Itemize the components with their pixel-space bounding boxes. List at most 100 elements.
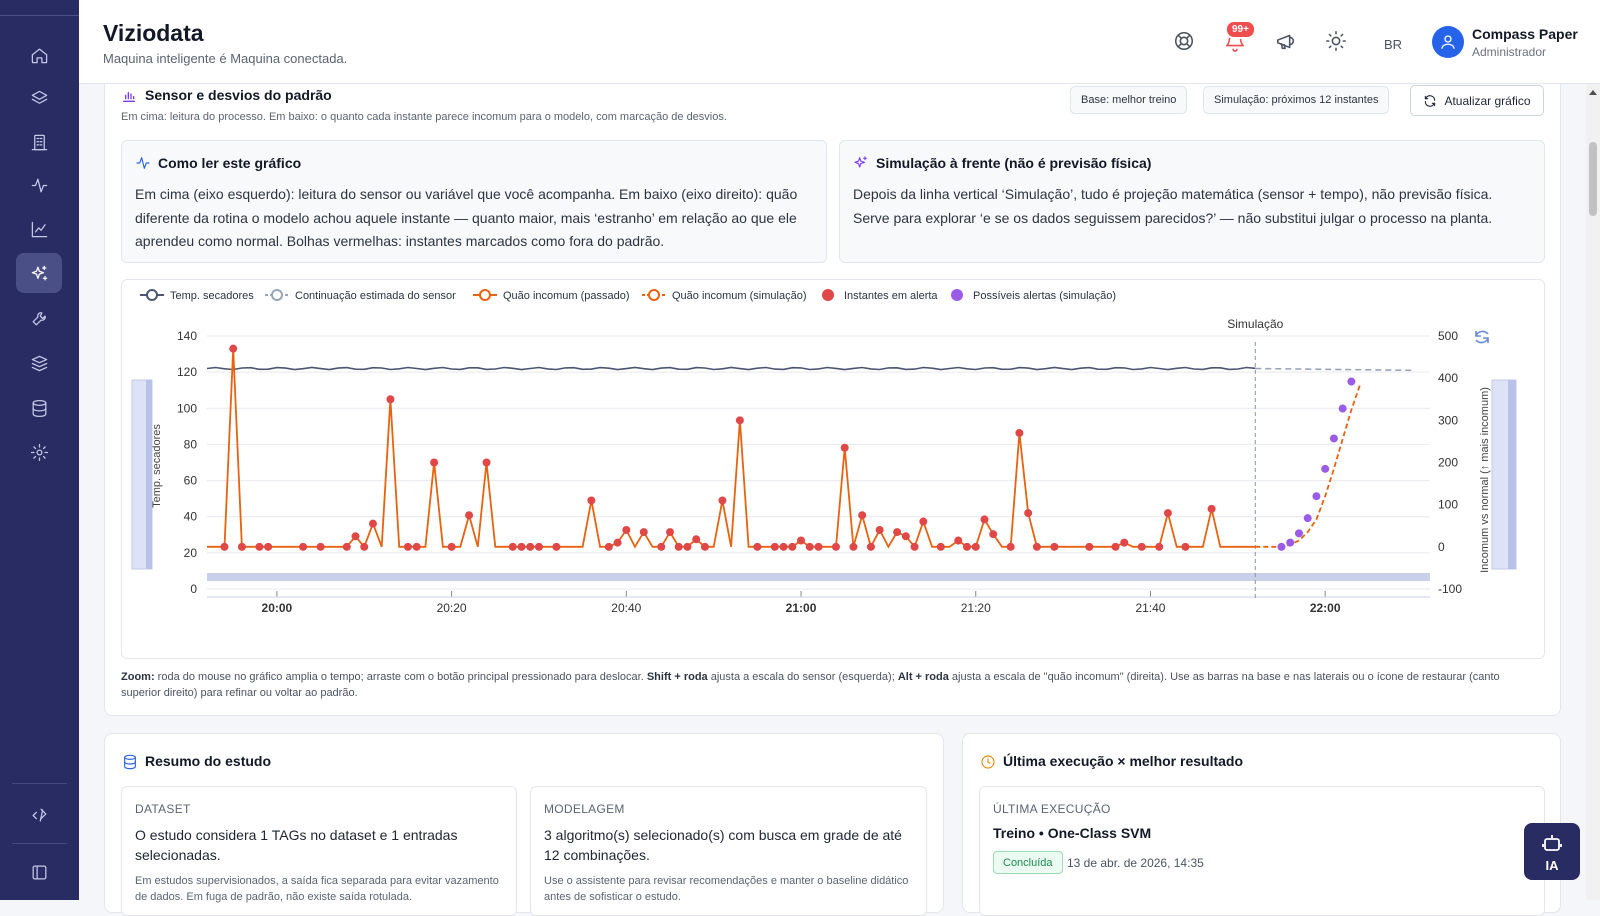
lifebuoy-icon[interactable] [1173, 30, 1197, 54]
y-left-tick: 100 [177, 401, 197, 415]
alert-point [639, 528, 648, 537]
zoom-key-alt: Alt + roda [897, 671, 949, 683]
refresh-chart-button[interactable]: Atualizar gráfico [1410, 85, 1544, 116]
legend-marker [479, 289, 491, 301]
section-description: Em cima: leitura do processo. Em baixo: … [121, 111, 727, 123]
bar-chart-icon [123, 92, 135, 102]
alert-point [753, 542, 762, 551]
legend-marker [146, 289, 158, 301]
alert-point [910, 542, 919, 551]
alert-point [797, 536, 806, 545]
language-selector[interactable]: BR [1384, 37, 1403, 52]
alert-point [770, 542, 779, 551]
x-tick-label: 21:20 [961, 601, 991, 615]
alert-point [1024, 509, 1033, 518]
sensor-line [206, 366, 1256, 371]
how-to-read-title: Como ler este gráfico [158, 155, 302, 171]
sim-alert-point [1347, 377, 1356, 386]
alert-point [683, 542, 692, 551]
anomaly-chart[interactable]: Temp. secadores Continuação estimada do s… [122, 280, 1546, 660]
alert-point [1006, 542, 1015, 551]
y-left-tick: 0 [190, 582, 197, 596]
alert-point [1050, 542, 1059, 551]
alert-point [534, 542, 543, 551]
notification-badge: 99+ [1225, 20, 1256, 39]
dataset-note: Em estudos supervisionados, a saída fica… [135, 875, 499, 903]
base-chip: Base: melhor treino [1070, 86, 1188, 114]
alert-point [220, 542, 229, 551]
alert-point [368, 519, 377, 528]
alert-point [604, 542, 613, 551]
alert-point [788, 542, 797, 551]
sparkles-icon[interactable] [16, 253, 62, 293]
alert-point [1085, 542, 1094, 551]
alert-point [989, 530, 998, 539]
wrench-icon[interactable] [16, 298, 62, 338]
dataset-card: DATASET O estudo considera 1 TAGs no dat… [121, 786, 517, 916]
deploy-icon[interactable] [16, 795, 62, 835]
alert-point [1137, 542, 1146, 551]
alert-point [508, 542, 517, 551]
execution-model: Treino • One-Class SVM [993, 825, 1152, 841]
sidebar-divider [12, 843, 67, 844]
summary-title: Resumo do estudo [145, 753, 272, 769]
modeling-card: MODELAGEM 3 algoritmo(s) selecionado(s) … [530, 786, 927, 916]
dataset-heading: DATASET [135, 802, 191, 816]
alert-point [665, 528, 674, 537]
refresh-icon [1425, 94, 1436, 107]
restore-icon-path [1475, 330, 1489, 344]
building-icon[interactable] [16, 122, 62, 162]
settings-icon[interactable] [16, 432, 62, 472]
sim-alert-point [1321, 464, 1330, 473]
page-scrollbar[interactable] [1586, 84, 1600, 900]
alert-point [237, 542, 246, 551]
alert-point [430, 458, 439, 467]
y-left-tick: 20 [184, 546, 198, 560]
alert-point [360, 542, 369, 551]
zoom-text-1: roda do mouse no gráfico amplia o tempo;… [154, 671, 647, 683]
alert-point [229, 344, 238, 353]
legend-marker [648, 289, 660, 301]
alert-point [1155, 542, 1164, 551]
legend-marker [822, 289, 834, 301]
execution-title: Última execução × melhor resultado [1003, 753, 1244, 769]
alert-point [657, 542, 666, 551]
modeling-text: 3 algoritmo(s) selecionado(s) com busca … [544, 827, 902, 863]
y-left-tick: 40 [184, 510, 198, 524]
how-to-read-text: Em cima (eixo esquerdo): leitura do sens… [135, 186, 798, 249]
layers-icon[interactable] [16, 78, 62, 118]
activity-icon[interactable] [16, 165, 62, 205]
chart-container: Temp. secadores Continuação estimada do s… [121, 279, 1545, 659]
x-tick-label: 20:40 [611, 601, 641, 615]
alert-point [403, 542, 412, 551]
alert-point [858, 511, 867, 520]
left-zoom-handle [146, 380, 152, 569]
home-icon[interactable] [16, 35, 62, 75]
panel-toggle-icon[interactable] [16, 852, 62, 892]
chart-icon[interactable] [16, 209, 62, 249]
alert-point [465, 511, 474, 520]
scrollbar-thumb[interactable] [1589, 142, 1597, 216]
sim-alert-point [1286, 538, 1295, 547]
alert-point [517, 542, 526, 551]
section-title: Sensor e desvios do padrão [145, 87, 332, 103]
restore-zoom-icon[interactable] [1475, 330, 1489, 344]
avatar[interactable] [1432, 26, 1464, 58]
stack-icon[interactable] [16, 343, 62, 383]
database-icon[interactable] [16, 388, 62, 428]
alert-point [1120, 538, 1129, 547]
ai-assistant-button[interactable]: IA [1524, 823, 1580, 880]
sim-alert-point [1277, 542, 1286, 551]
megaphone-icon[interactable] [1275, 30, 1299, 54]
y-left-tick: 120 [177, 365, 197, 379]
legend-label: Quão incomum (simulação) [672, 290, 807, 302]
legend-label: Continuação estimada do sensor [295, 290, 456, 302]
y-right-tick: 100 [1438, 498, 1458, 512]
y-left-label: Temp. secadores [151, 424, 163, 508]
user-name[interactable]: Compass Paper [1472, 26, 1578, 42]
zoom-help: Zoom: roda do mouse no gráfico amplia o … [121, 669, 1541, 701]
y-right-label: Incomum vs normal (↑ mais incomum) [1479, 387, 1491, 573]
alert-point [980, 515, 989, 524]
bottom-zoom-bar [207, 573, 1430, 581]
sun-icon[interactable] [1325, 30, 1349, 54]
